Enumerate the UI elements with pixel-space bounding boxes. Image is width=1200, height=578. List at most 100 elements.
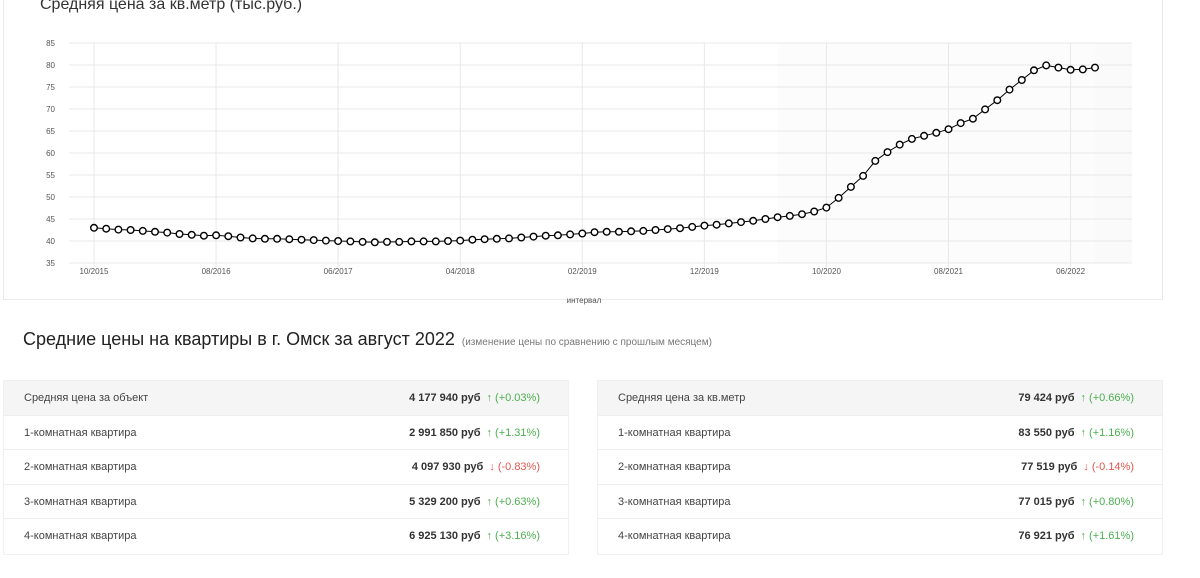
y-tick-label: 75 <box>46 83 55 92</box>
data-point <box>212 231 221 240</box>
data-point <box>1005 85 1014 94</box>
data-point <box>639 226 648 235</box>
table-row: 3-комнатная квартира 5 329 200 руб ↑ (+0.63… <box>4 485 568 520</box>
row-label: Средняя цена за кв.метр <box>618 392 746 404</box>
data-point <box>407 237 416 246</box>
data-point <box>431 237 440 246</box>
data-point <box>773 213 782 222</box>
data-point <box>1017 75 1026 84</box>
y-tick-label: 85 <box>46 39 55 48</box>
arrow-up-icon: ↑ <box>1080 530 1087 543</box>
y-tick-label: 50 <box>46 193 55 202</box>
row-value: 4 097 930 руб <box>411 461 484 474</box>
data-point <box>248 234 257 243</box>
x-tick-label: 02/2019 <box>568 267 597 276</box>
data-point <box>224 232 233 241</box>
row-label: 3-комнатная квартира <box>24 495 137 508</box>
x-tick-label: 10/2020 <box>812 267 841 276</box>
data-point <box>627 227 636 236</box>
arrow-up-icon: ↑ <box>1080 426 1087 439</box>
row-label: 1-комнатная квартира <box>618 426 731 439</box>
data-point <box>785 211 794 220</box>
data-point <box>822 203 831 212</box>
row-value-group: 2 991 850 руб ↑ (+1.31%) <box>409 427 540 439</box>
x-axis-label: интервал <box>567 296 602 305</box>
data-point <box>920 131 929 140</box>
row-change: (+1.16%) <box>1089 426 1134 439</box>
data-point <box>846 182 855 191</box>
arrow-up-icon: ↑ <box>486 530 493 543</box>
arrow-up-icon: ↑ <box>1080 495 1087 508</box>
row-value-group: 83 550 руб ↑ (+1.16%) <box>1018 427 1134 439</box>
section-title: Средние цены на квартиры в г. Омск за ав… <box>23 329 712 350</box>
data-point <box>89 223 98 232</box>
row-value-group: 76 921 руб ↑ (+1.61%) <box>1018 530 1134 542</box>
data-point <box>761 214 770 223</box>
data-point <box>1042 61 1051 70</box>
row-value: 79 424 руб <box>1018 392 1075 404</box>
data-point <box>578 229 587 238</box>
data-point <box>883 148 892 157</box>
table-row: 2-комнатная квартира 77 519 руб ↓ (-0.14%) <box>598 450 1162 485</box>
row-change: (+1.61%) <box>1089 530 1134 543</box>
data-point <box>553 231 562 240</box>
price-per-sqm-chart: 35 40 45 50 55 60 65 70 75 80 85 10/2015 08/2016 06/2… <box>46 39 1132 305</box>
arrow-up-icon: ↑ <box>486 495 493 508</box>
row-change: (-0.14%) <box>1091 461 1134 474</box>
x-tick-label: 08/2021 <box>934 267 963 276</box>
section-title-note: (изменение цены по сравнению с прошлым м… <box>461 337 712 348</box>
row-label: 4-комнатная квартира <box>618 530 731 543</box>
row-label: 4-комнатная квартира <box>24 530 137 543</box>
data-point <box>163 228 172 237</box>
row-value: 2 991 850 руб <box>409 426 481 439</box>
y-tick-label: 45 <box>46 215 55 224</box>
data-point <box>712 220 721 229</box>
data-point <box>285 235 294 244</box>
data-point <box>859 171 868 180</box>
row-value: 77 015 руб <box>1018 495 1075 508</box>
row-label: 3-комнатная квартира <box>618 495 731 508</box>
x-tick-label: 06/2017 <box>324 267 353 276</box>
x-tick-label: 08/2016 <box>202 267 231 276</box>
arrow-up-icon: ↑ <box>1080 392 1087 404</box>
arrow-down-icon: ↓ <box>1083 461 1089 474</box>
y-tick-label: 40 <box>46 237 55 246</box>
data-point <box>907 134 916 143</box>
data-point <box>309 236 318 245</box>
data-point <box>651 225 660 234</box>
arrow-up-icon: ↑ <box>486 426 493 439</box>
arrow-down-icon: ↓ <box>489 461 495 474</box>
data-point <box>1029 66 1038 75</box>
row-value: 77 519 руб <box>1021 461 1078 474</box>
data-point <box>981 105 990 114</box>
data-point <box>321 236 330 245</box>
row-change: (+0.03%) <box>495 392 540 404</box>
row-value-group: 77 015 руб ↑ (+0.80%) <box>1018 496 1134 508</box>
data-point <box>688 222 697 231</box>
data-point <box>810 207 819 216</box>
table-summary-row: Средняя цена за объект 4 177 940 руб ↑ (+0.… <box>4 381 568 416</box>
data-point <box>541 231 550 240</box>
row-value: 6 925 130 руб <box>409 530 481 543</box>
data-point <box>602 227 611 236</box>
data-point <box>1090 63 1099 72</box>
data-point <box>944 125 953 134</box>
y-tick-label: 65 <box>46 127 55 136</box>
chart-title: Средняя цена за кв.метр (тыс.руб.) <box>40 0 303 13</box>
row-value: 5 329 200 руб <box>409 495 481 508</box>
data-point <box>346 237 355 246</box>
data-point <box>993 96 1002 105</box>
data-point <box>468 235 477 244</box>
data-point <box>444 236 453 245</box>
row-value-group: 79 424 руб ↑ (+0.66%) <box>1018 392 1134 404</box>
data-point <box>834 193 843 202</box>
row-label: 2-комнатная квартира <box>618 461 731 474</box>
data-point <box>492 234 501 243</box>
row-change: (+0.80%) <box>1089 495 1134 508</box>
data-point <box>395 237 404 246</box>
data-point <box>566 230 575 239</box>
data-point <box>1078 65 1087 74</box>
data-point <box>529 232 538 241</box>
y-tick-label: 80 <box>46 61 55 70</box>
row-label: 1-комнатная квартира <box>24 426 137 439</box>
